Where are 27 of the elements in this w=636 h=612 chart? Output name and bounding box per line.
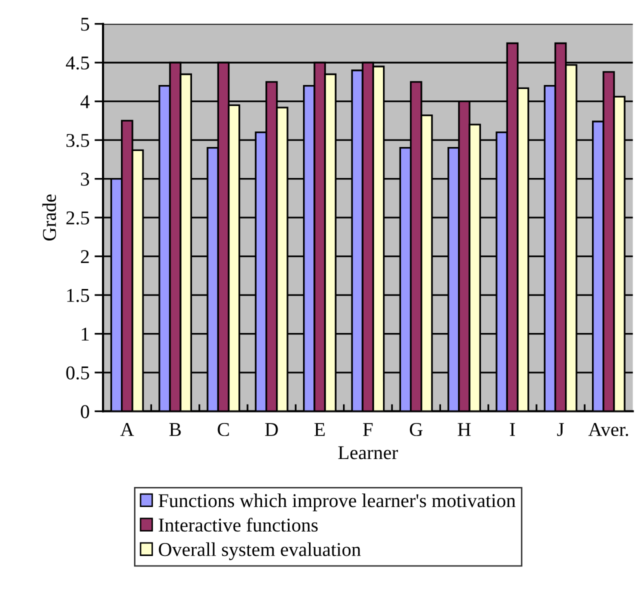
x-tick-label: A xyxy=(120,423,134,436)
x-tick-label: H xyxy=(458,423,471,436)
y-tick-label: 1 xyxy=(82,328,89,341)
x-tick-label: F xyxy=(363,423,373,436)
y-tick-label: 0 xyxy=(80,405,90,418)
legend-label: Interactive functions xyxy=(158,518,318,532)
legend-label: Overall system evaluation xyxy=(158,542,361,560)
x-tick-label: G xyxy=(410,422,422,436)
x-tick-label: I xyxy=(510,423,515,436)
y-tick-label: 3 xyxy=(81,172,90,186)
y-tick-label: 2 xyxy=(80,250,89,264)
y-tick-label: 3.5 xyxy=(66,134,90,148)
y-axis-title: Grade xyxy=(42,194,56,241)
y-tick-label: 0.5 xyxy=(66,366,90,380)
x-axis-title: Learner xyxy=(338,446,398,460)
x-tick-label: B xyxy=(169,423,181,436)
x-tick-label: E xyxy=(314,423,325,436)
y-tick-label: 4.5 xyxy=(66,56,90,70)
y-tick-label: 2.5 xyxy=(66,211,90,225)
x-tick-label: J xyxy=(557,423,564,436)
x-tick-label: C xyxy=(218,422,229,436)
y-tick-label: 4 xyxy=(80,95,90,108)
x-tick-label: D xyxy=(265,423,278,436)
y-tick-label: 5 xyxy=(81,18,90,31)
y-tick-label: 1.5 xyxy=(67,288,90,302)
legend-label: Functions which improve learner's motivation xyxy=(158,494,516,512)
x-tick-label: Aver. xyxy=(588,423,628,436)
